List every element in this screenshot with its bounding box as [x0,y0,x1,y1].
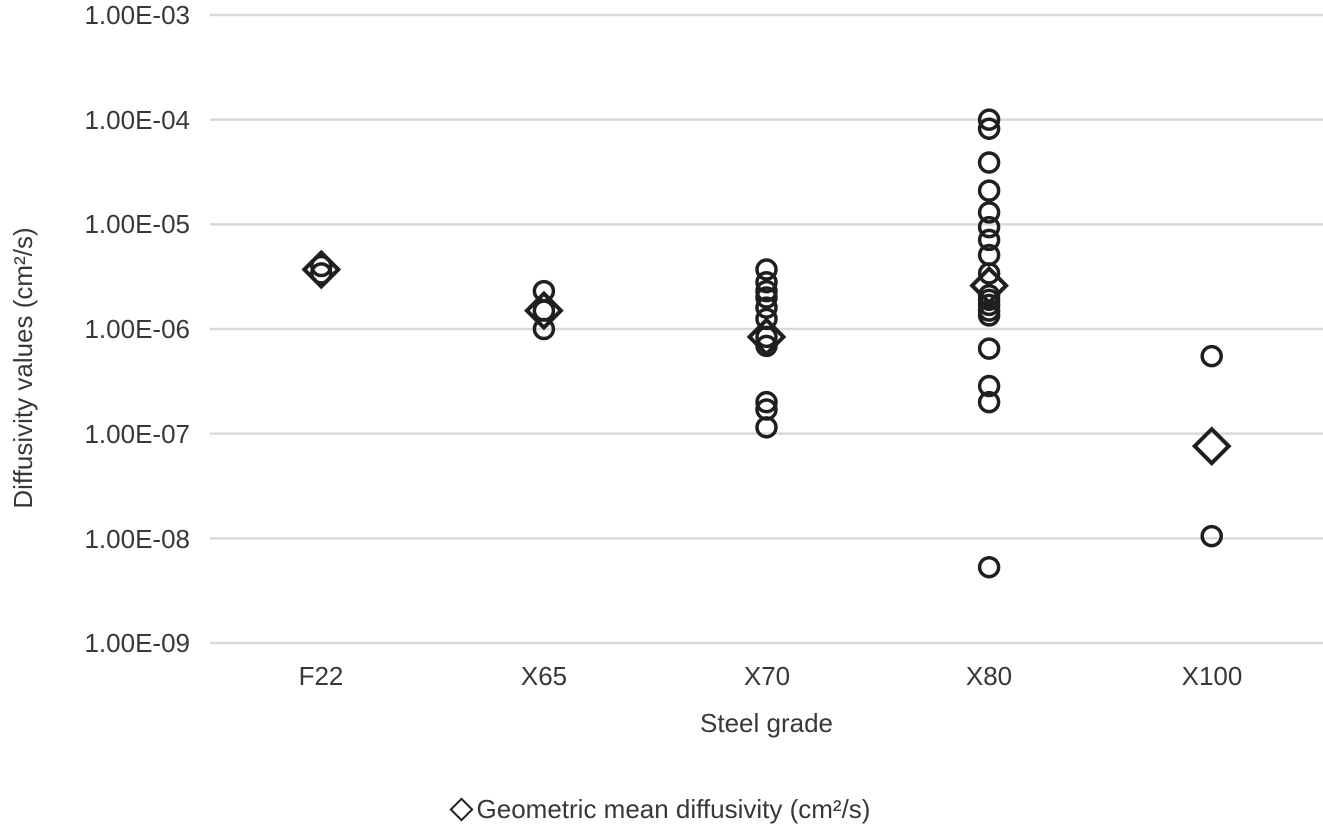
data-point-circle [1200,344,1223,368]
data-point-circle [977,151,1001,174]
x-category-label: X70 [743,661,791,691]
y-axis-title: Diffusivity values (cm²/s) [8,227,38,509]
y-tick-label: 1.00E-05 [84,209,190,239]
data-point-circle [977,201,1001,224]
data-point-circle [532,317,556,341]
data-point-circle [977,555,1001,579]
data-point-circle [977,390,1001,414]
data-point-circle [532,299,556,322]
x-category-label: X80 [965,661,1013,691]
data-point-circle [755,325,778,349]
data-point-circle [755,286,778,309]
y-tick-label: 1.00E-04 [84,105,190,135]
data-point-circle [1200,524,1223,548]
y-tick-label: 1.00E-09 [84,628,190,658]
data-point-circle [310,254,333,278]
data-point-circle [977,262,1001,285]
y-tick-label: 1.00E-07 [84,419,190,449]
geometric-mean-diamond [1191,426,1232,466]
y-tick-label: 1.00E-08 [84,524,190,554]
legend-label: Geometric mean diffusivity (cm²/s) [476,794,871,824]
data-point-circle [977,337,1001,360]
data-point-circle [755,270,778,294]
data-point-circle [755,279,778,303]
geometric-mean-diamond [969,265,1009,306]
geometric-mean-diamond [524,290,564,331]
y-tick-label: 1.00E-03 [84,0,190,30]
diamond-legend-icon [449,797,474,822]
data-point-circle [977,374,1001,398]
x-category-label: F22 [298,661,344,691]
geometric-mean-diamond [746,317,787,357]
data-point-circle [755,390,778,414]
data-point-circle [977,215,1001,239]
data-point-circle [977,117,1001,140]
data-point-circle [977,228,1001,252]
geometric-mean-diamond [301,249,342,290]
x-category-label: X65 [520,661,568,691]
data-point-circle [755,416,778,439]
x-category-label: X100 [1181,661,1243,691]
data-point-circle [977,304,1001,327]
y-tick-label: 1.00E-06 [84,314,190,344]
legend: Geometric mean diffusivity (cm²/s) [0,794,1323,825]
data-point-circle [977,179,1001,202]
data-point-circle [755,258,778,281]
data-point-circle [310,262,333,285]
x-axis-title: Steel grade [700,708,833,738]
data-point-circle [977,108,1001,131]
